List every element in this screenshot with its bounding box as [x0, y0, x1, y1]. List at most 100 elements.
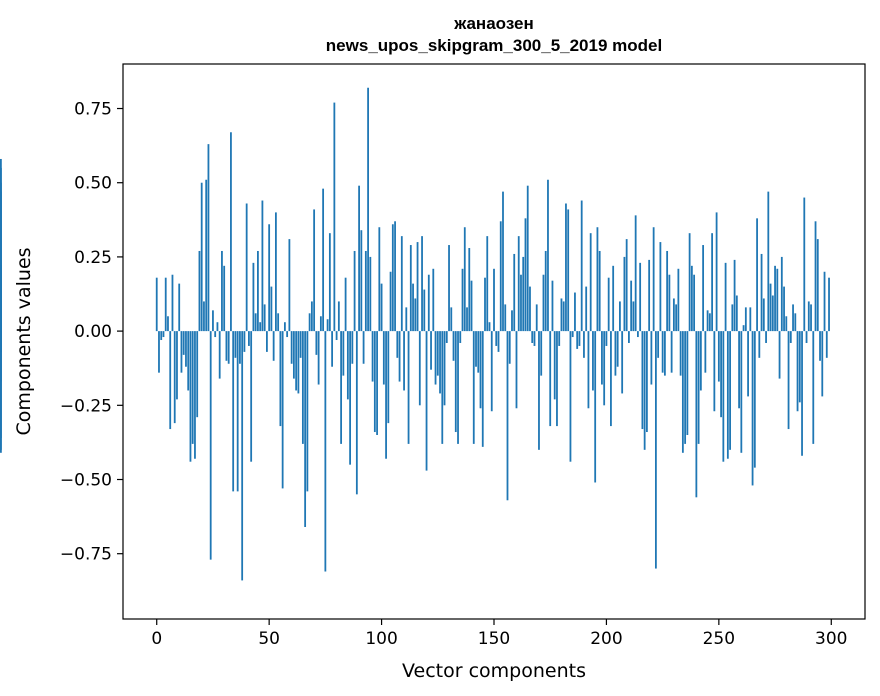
bar: [394, 221, 396, 332]
bar: [432, 268, 435, 332]
bar: [675, 304, 678, 332]
bar: [695, 331, 698, 498]
x-tick-label: 300: [815, 629, 847, 649]
bar: [369, 256, 372, 332]
bar: [762, 298, 765, 332]
bar: [230, 132, 232, 332]
bar: [378, 227, 381, 332]
bar: [340, 331, 343, 444]
bar: [488, 322, 491, 332]
x-tick-label: 0: [151, 629, 162, 649]
bars-group: [0, 87, 830, 581]
bar: [801, 331, 803, 456]
bar: [697, 331, 700, 444]
bar: [236, 331, 239, 492]
bar: [607, 277, 610, 332]
bar: [560, 298, 563, 332]
bar: [769, 283, 772, 332]
bar: [0, 331, 2, 453]
bar: [155, 277, 158, 332]
bar: [189, 331, 192, 462]
x-axis: 0 50 100 150 200 250 300: [151, 619, 847, 649]
bar: [650, 331, 653, 385]
bar: [461, 268, 464, 332]
bar: [758, 331, 761, 358]
bar: [672, 298, 675, 332]
bar: [322, 188, 325, 332]
bar: [268, 224, 271, 332]
bar: [232, 331, 235, 492]
bar: [684, 331, 687, 444]
bar: [594, 331, 597, 483]
bar: [448, 245, 450, 332]
bar: [441, 331, 444, 444]
bar: [481, 331, 484, 447]
y-axis-label: Components values: [13, 247, 35, 435]
bar: [353, 250, 356, 332]
bar: [601, 331, 603, 385]
bar: [585, 286, 588, 332]
x-tick-label: 50: [258, 629, 280, 649]
bar: [553, 331, 556, 400]
bar: [690, 265, 693, 332]
y-tick-label: 0.00: [74, 322, 112, 342]
bar: [643, 331, 646, 450]
bar: [241, 331, 244, 581]
bar: [529, 286, 531, 332]
bar: [619, 301, 621, 332]
bar: [364, 250, 367, 332]
bar: [744, 307, 747, 332]
bar: [315, 331, 318, 355]
y-tick-label: −0.25: [60, 396, 112, 416]
bar: [724, 262, 727, 332]
bar: [589, 233, 592, 332]
bar: [668, 274, 671, 332]
bar: [538, 331, 540, 450]
bar: [738, 331, 740, 409]
bar: [639, 262, 642, 332]
bar: [821, 331, 824, 397]
bar: [785, 316, 788, 332]
bar: [805, 331, 808, 343]
bar: [520, 274, 522, 332]
bar: [580, 200, 583, 332]
bar: [425, 331, 428, 471]
x-tick-label: 100: [365, 629, 397, 649]
bar: [610, 331, 612, 427]
bar: [526, 185, 529, 332]
bar: [0, 268, 2, 332]
bar: [670, 331, 673, 373]
bar: [194, 331, 196, 459]
bar: [245, 203, 248, 332]
bar: [382, 331, 385, 385]
bar: [434, 331, 437, 385]
bar: [234, 331, 237, 358]
bar: [187, 331, 190, 391]
bar: [753, 331, 756, 468]
bar: [733, 259, 736, 332]
bar: [726, 331, 729, 459]
bar: [445, 331, 448, 343]
bar: [495, 331, 498, 346]
bar: [470, 280, 473, 332]
bar: [771, 295, 774, 332]
bar: [711, 233, 714, 332]
bar: [216, 322, 219, 332]
bar: [272, 331, 275, 361]
bar: [632, 301, 635, 332]
bar: [661, 331, 664, 373]
bar: [479, 331, 482, 409]
bar: [250, 331, 253, 462]
bar: [547, 179, 549, 332]
bar: [463, 227, 466, 332]
bar: [385, 331, 387, 459]
bar: [628, 331, 630, 343]
bar: [663, 331, 666, 376]
bar: [767, 191, 770, 332]
bar: [614, 331, 617, 376]
bar: [499, 221, 502, 332]
bar: [221, 250, 223, 332]
bar: [171, 274, 174, 332]
bar: [304, 331, 307, 527]
bar: [493, 268, 495, 332]
